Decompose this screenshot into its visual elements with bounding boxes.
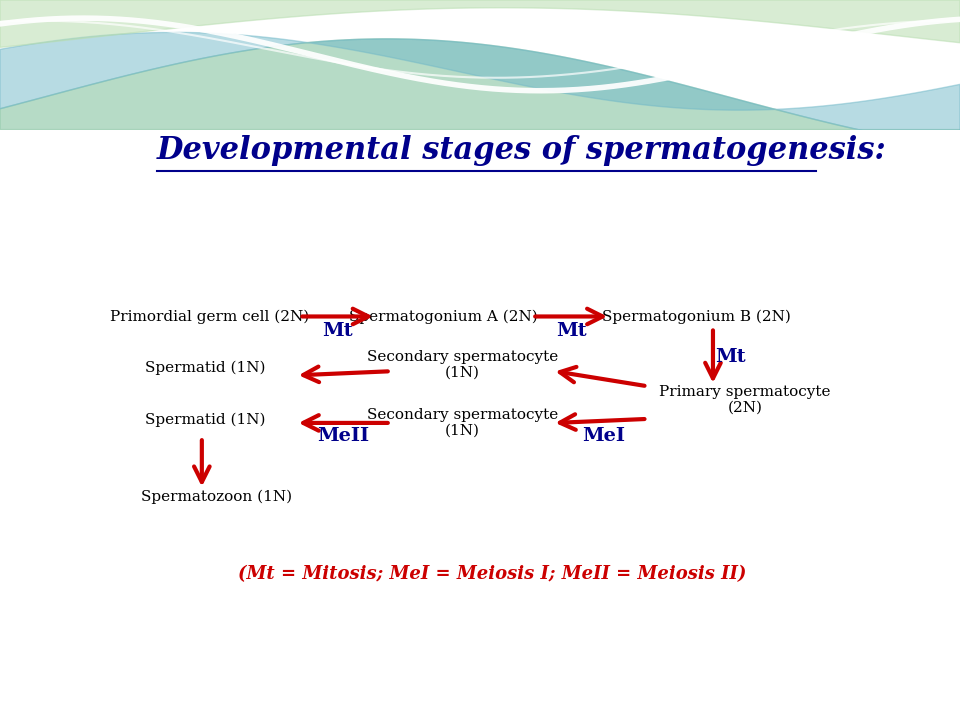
Text: Primordial germ cell (2N): Primordial germ cell (2N): [109, 310, 309, 324]
Text: (Mt = Mitosis; MeI = Meiosis I; MeII = Meiosis II): (Mt = Mitosis; MeI = Meiosis I; MeII = M…: [238, 565, 746, 583]
Text: Primary spermatocyte
(2N): Primary spermatocyte (2N): [660, 384, 830, 415]
Text: MeI: MeI: [582, 427, 625, 445]
Text: Secondary spermatocyte
(1N): Secondary spermatocyte (1N): [367, 350, 558, 380]
Text: Spermatozoon (1N): Spermatozoon (1N): [141, 490, 292, 504]
Text: Spermatid (1N): Spermatid (1N): [145, 361, 266, 375]
Text: Spermatid (1N): Spermatid (1N): [145, 413, 266, 428]
Text: Mt: Mt: [715, 348, 745, 366]
Text: Mt: Mt: [556, 323, 587, 341]
Text: MeII: MeII: [317, 427, 370, 445]
Text: Secondary spermatocyte
(1N): Secondary spermatocyte (1N): [367, 408, 558, 438]
Text: Developmental stages of spermatogenesis:: Developmental stages of spermatogenesis:: [157, 135, 887, 166]
Text: Mt: Mt: [322, 323, 352, 341]
Text: Spermatogonium A (2N): Spermatogonium A (2N): [349, 310, 538, 324]
Text: Spermatogonium B (2N): Spermatogonium B (2N): [602, 310, 791, 324]
